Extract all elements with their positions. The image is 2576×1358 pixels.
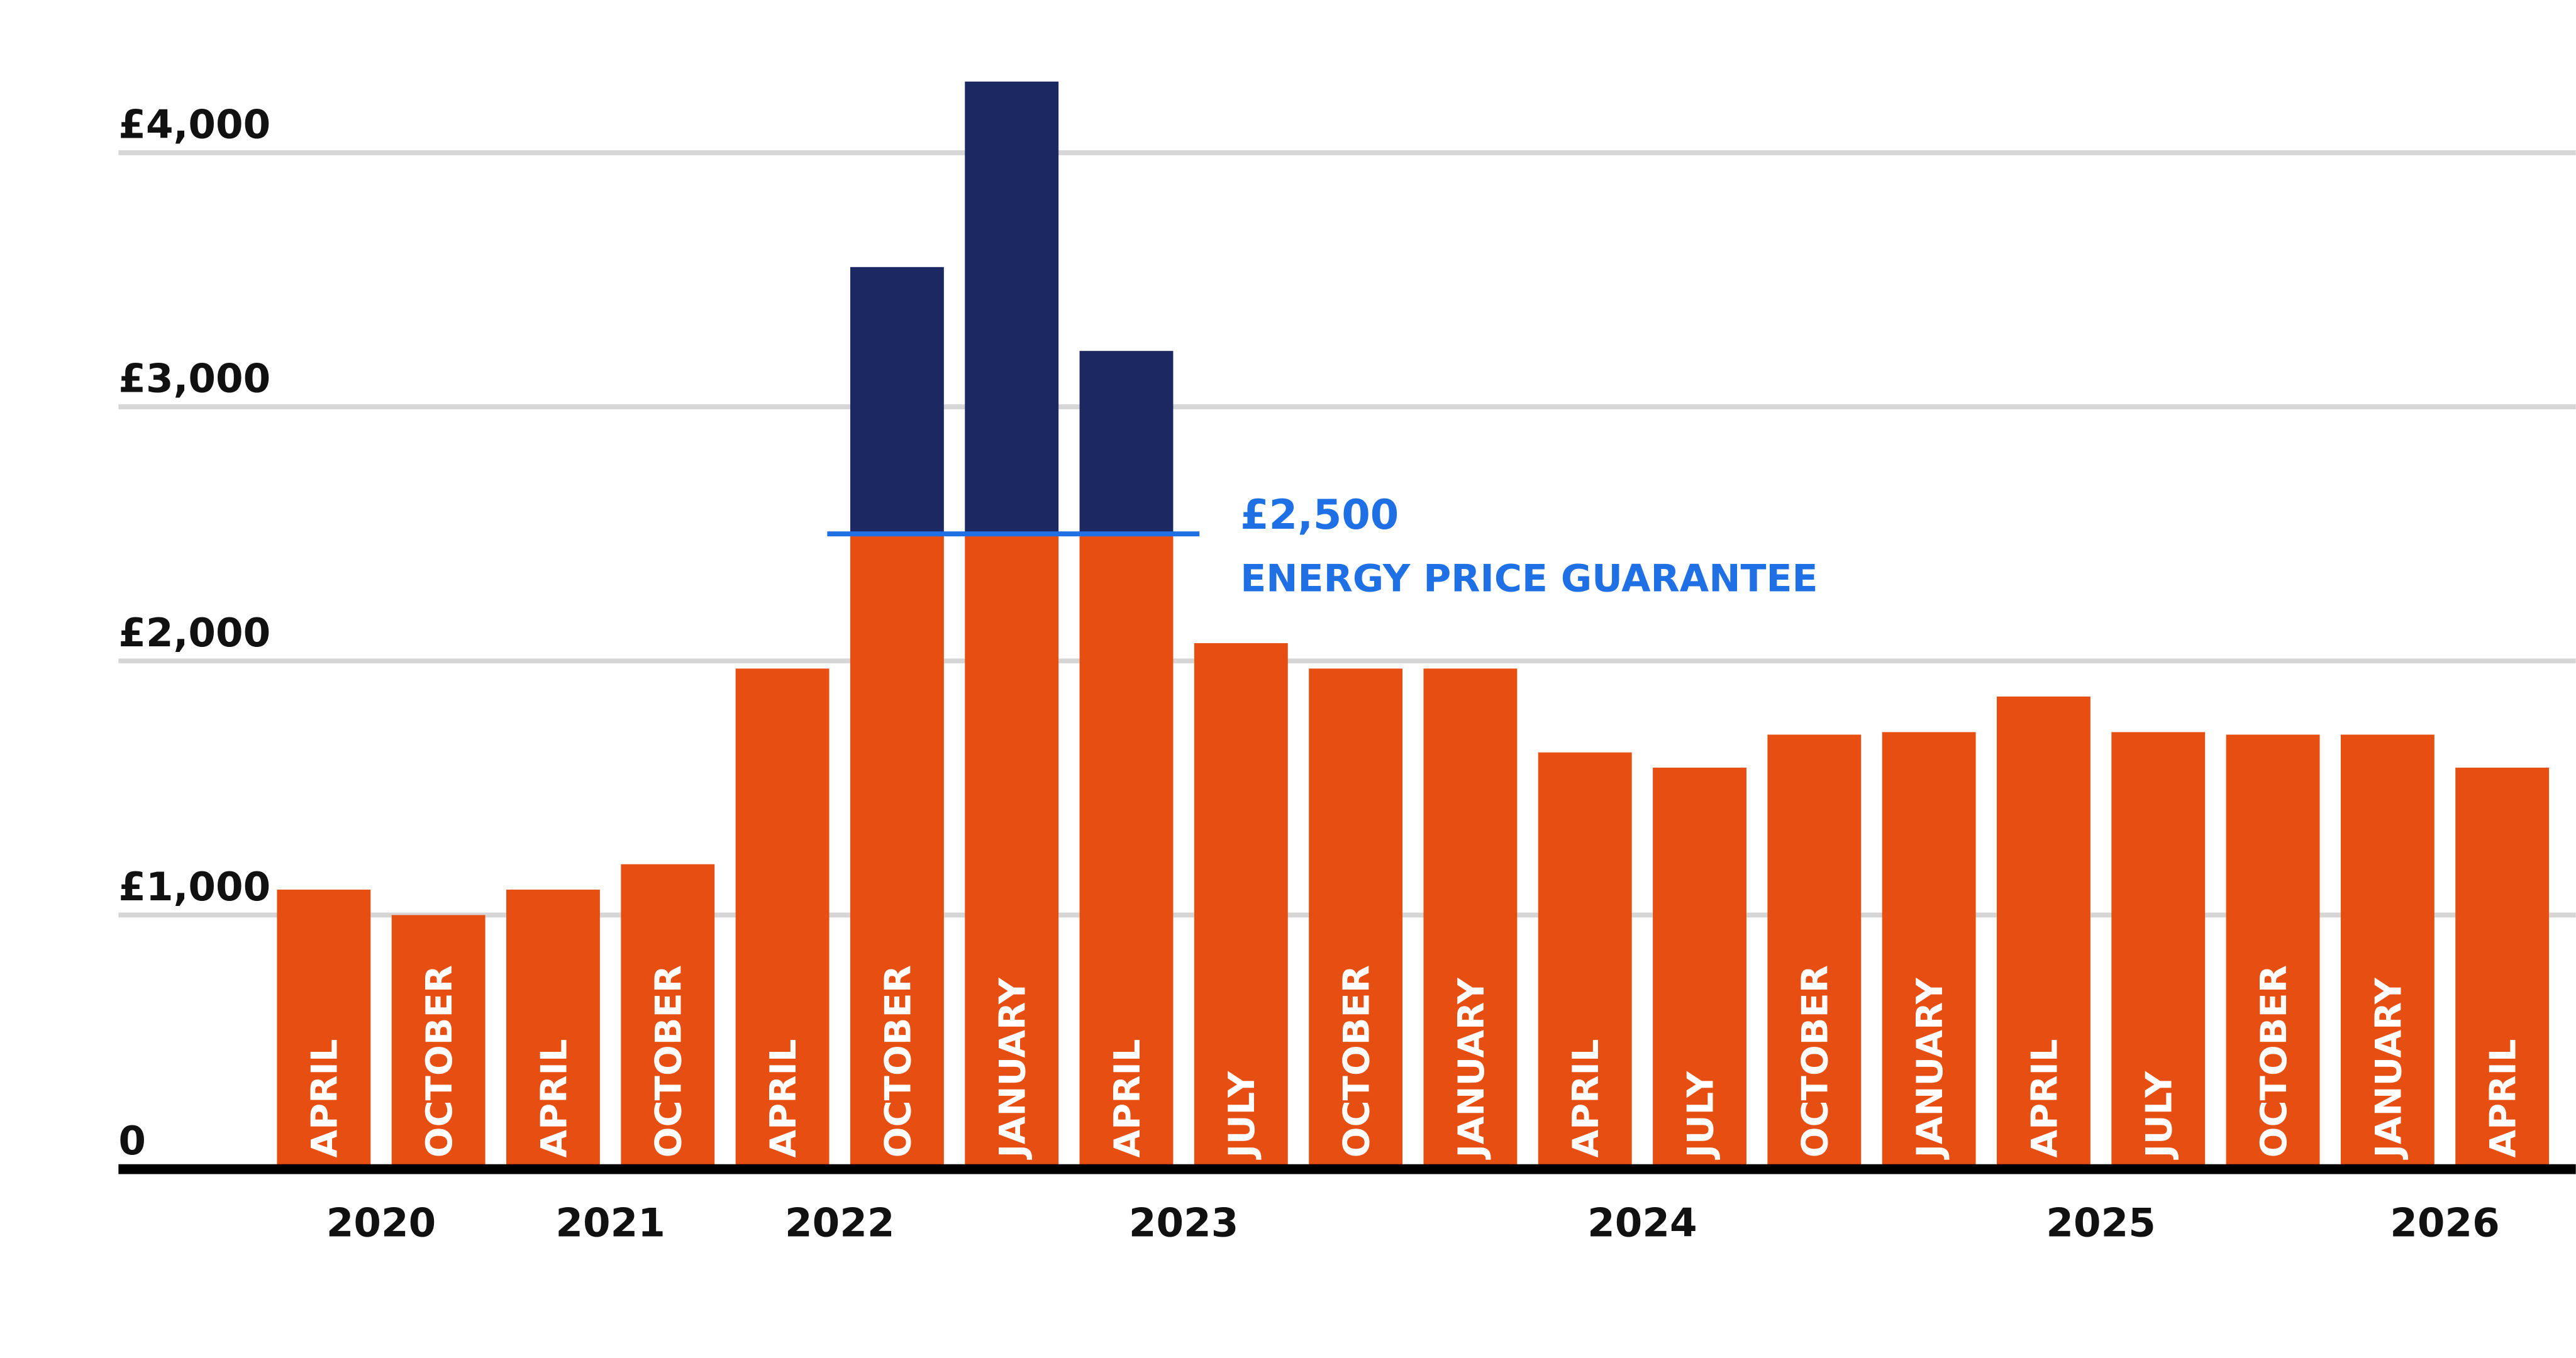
y-tick-label: £1,000 (118, 864, 270, 910)
x-tick-label: APRIL (762, 1039, 804, 1158)
x-tick-label: OCTOBER (1336, 965, 1378, 1157)
bar (391, 915, 486, 1169)
bar (1423, 668, 1518, 1169)
x-tick-label: OCTOBER (1794, 965, 1836, 1157)
x-group-label: 2021 (555, 1200, 665, 1246)
x-tick-label: OCTOBER (418, 965, 460, 1157)
bar (2455, 768, 2550, 1169)
x-group-label: 2023 (1129, 1200, 1238, 1246)
bar (1882, 732, 1976, 1169)
x-group-label: 2024 (1587, 1200, 1697, 1246)
x-tick-label: APRIL (2482, 1039, 2524, 1158)
bar (850, 267, 944, 534)
y-tick-label: £3,000 (118, 356, 270, 402)
x-group-label: 2026 (2390, 1200, 2499, 1246)
bar (1538, 752, 1632, 1169)
bar (2111, 732, 2206, 1169)
x-tick-label: JULY (1679, 1071, 1721, 1161)
x-tick-label: JANUARY (1909, 977, 1951, 1160)
x-tick-label: APRIL (1565, 1039, 1607, 1158)
x-tick-label: OCTOBER (2253, 965, 2295, 1157)
y-tick-label: £2,000 (118, 610, 270, 656)
x-group-label: 2022 (785, 1200, 894, 1246)
bar (1767, 734, 1862, 1169)
x-tick-label: JANUARY (2367, 977, 2409, 1160)
x-tick-label: APRIL (1106, 1039, 1148, 1158)
x-tick-label: OCTOBER (877, 965, 919, 1157)
bar (1309, 668, 1403, 1169)
x-tick-label: JANUARY (1450, 977, 1492, 1160)
y-tick-label: £4,000 (118, 101, 270, 147)
annotation-value: £2,500 (1240, 491, 1399, 539)
bar (1079, 351, 1174, 534)
bar (506, 890, 600, 1169)
bar (277, 890, 371, 1169)
x-group-label: 2025 (2046, 1200, 2155, 1246)
bar (965, 534, 1059, 1169)
bar (1653, 768, 1746, 1169)
x-tick-label: APRIL (2023, 1039, 2065, 1158)
bar (2226, 734, 2320, 1169)
bar (965, 81, 1059, 534)
x-tick-label: APRIL (533, 1039, 575, 1158)
x-tick-label: APRIL (304, 1039, 346, 1158)
y-tick-label: 0 (118, 1118, 146, 1164)
bar (2340, 734, 2434, 1169)
x-group-label: 2020 (326, 1200, 436, 1246)
bar (735, 668, 830, 1169)
x-tick-label: OCTOBER (648, 965, 690, 1157)
x-tick-label: JULY (2138, 1071, 2180, 1161)
bar (1194, 643, 1288, 1169)
x-tick-label: JANUARY (992, 977, 1034, 1160)
x-tick-label: JULY (1221, 1071, 1263, 1161)
annotation-text: ENERGY PRICE GUARANTEE (1240, 556, 1818, 600)
bar (850, 534, 944, 1169)
bar (1997, 696, 2090, 1169)
bar (1079, 534, 1174, 1169)
bar (621, 864, 715, 1169)
